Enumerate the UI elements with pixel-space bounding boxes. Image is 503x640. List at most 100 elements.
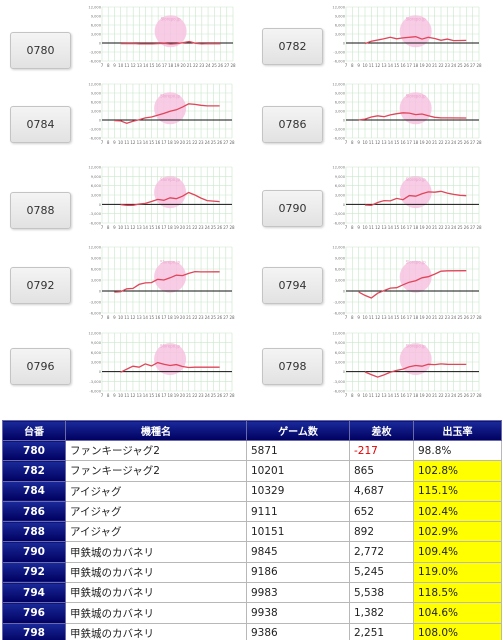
x-tick-label: 27 — [223, 315, 229, 320]
machine-number-button[interactable]: 0796 — [10, 348, 71, 385]
y-tick-label: 3,000 — [91, 279, 102, 283]
x-tick-label: 12 — [130, 393, 136, 398]
games-cell: 5871 — [246, 439, 350, 462]
machine-no-cell: 780 — [2, 439, 66, 462]
y-tick-label: 0 — [343, 290, 346, 294]
x-tick-label: 23 — [199, 393, 205, 398]
machine-number-button[interactable]: 0780 — [10, 32, 71, 69]
x-tick-label: 14 — [143, 225, 149, 230]
x-tick-label: 22 — [438, 315, 444, 320]
watermark-text: Slorepo.jp — [406, 177, 426, 182]
x-tick-label: 19 — [419, 63, 425, 68]
x-tick-label: 12 — [375, 315, 381, 320]
y-tick-label: 9,000 — [335, 341, 346, 345]
machine-number-button[interactable]: 0782 — [262, 28, 323, 65]
x-tick-label: 8 — [351, 393, 354, 398]
y-tick-label: 6,000 — [335, 268, 346, 272]
x-tick-label: 11 — [124, 63, 130, 68]
graph-svg: Slorepo.jp 12,000 9,000 6,000 3,000 0 -3,000 -6… — [88, 6, 236, 69]
x-tick-label: 20 — [180, 315, 186, 320]
difference-line — [114, 270, 220, 293]
machine-number-button[interactable]: 0786 — [262, 106, 323, 143]
y-tick-label: -3,000 — [89, 51, 101, 55]
y-tick-label: 3,000 — [91, 110, 102, 114]
machine-graph-cell: 0792 Slorepo.jp 12,000 9,000 6,000 3,000 0 -3,0… — [0, 242, 251, 322]
x-tick-label: 28 — [476, 393, 482, 398]
games-cell: 10201 — [246, 460, 350, 482]
x-tick-label: 15 — [394, 393, 400, 398]
difference-line — [114, 103, 220, 124]
x-tick-label: 15 — [149, 393, 155, 398]
difference-graph: Slorepo.jp 12,000 9,000 6,000 3,000 0 -3,000 -6… — [332, 82, 482, 148]
x-tick-label: 28 — [476, 225, 482, 230]
x-tick-label: 28 — [476, 315, 482, 320]
difference-line — [358, 270, 467, 299]
x-tick-label: 12 — [375, 225, 381, 230]
y-tick-label: 3,000 — [91, 194, 102, 198]
x-tick-label: 9 — [357, 225, 360, 230]
x-tick-label: 12 — [130, 225, 136, 230]
x-tick-label: 22 — [438, 63, 444, 68]
x-tick-label: 21 — [186, 315, 192, 320]
x-tick-label: 8 — [107, 63, 110, 68]
x-tick-label: 26 — [464, 63, 470, 68]
x-tick-label: 20 — [180, 225, 186, 230]
x-tick-label: 19 — [419, 315, 425, 320]
y-tick-label: 9,000 — [335, 92, 346, 96]
y-tick-label: 0 — [99, 290, 102, 294]
y-tick-label: -3,000 — [89, 380, 101, 384]
difference-graph: Slorepo.jp 12,000 9,000 6,000 3,000 0 -3,000 -6… — [88, 245, 235, 323]
x-tick-label: 14 — [388, 225, 394, 230]
machine-number-button[interactable]: 0794 — [262, 267, 323, 304]
x-tick-label: 8 — [351, 63, 354, 68]
x-tick-label: 27 — [223, 225, 229, 230]
x-tick-label: 25 — [211, 315, 217, 320]
x-tick-label: 7 — [101, 63, 104, 68]
x-tick-label: 16 — [155, 315, 161, 320]
machine-number-button[interactable]: 0792 — [10, 267, 71, 304]
watermark-text: Slorepo.jp — [160, 177, 180, 182]
x-tick-label: 28 — [230, 63, 236, 68]
x-tick-label: 11 — [124, 315, 130, 320]
machine-no-cell: 782 — [2, 460, 66, 482]
x-tick-label: 26 — [217, 225, 223, 230]
x-tick-label: 19 — [419, 140, 425, 145]
diff-cell: 5,538 — [349, 582, 414, 604]
machine-no-cell: 788 — [2, 521, 66, 543]
diff-cell: 5,245 — [349, 561, 414, 584]
x-tick-label: 23 — [199, 225, 205, 230]
x-tick-label: 19 — [174, 140, 180, 145]
x-tick-label: 16 — [400, 393, 406, 398]
x-tick-label: 21 — [432, 140, 438, 145]
y-tick-label: -6,000 — [89, 60, 101, 64]
x-tick-label: 23 — [445, 63, 451, 68]
machine-number-button[interactable]: 0784 — [10, 106, 71, 143]
machine-graph-cell: 0780 Slorepo.jp 12,000 9,000 6,000 3,000 0 -3,0… — [0, 0, 251, 80]
x-tick-label: 18 — [413, 393, 419, 398]
machine-number-button[interactable]: 0788 — [10, 192, 71, 229]
x-tick-label: 16 — [400, 315, 406, 320]
x-tick-label: 21 — [186, 140, 192, 145]
y-tick-label: 6,000 — [91, 351, 102, 355]
x-tick-label: 16 — [155, 393, 161, 398]
y-tick-label: 12,000 — [332, 246, 345, 250]
y-tick-label: 3,000 — [335, 194, 346, 198]
machine-graph-cell: 0786 Slorepo.jp 12,000 9,000 6,000 3,000 0 -3,0… — [252, 82, 503, 162]
y-tick-label: 6,000 — [335, 101, 346, 105]
x-tick-label: 17 — [161, 140, 167, 145]
x-tick-label: 8 — [351, 225, 354, 230]
y-tick-label: 9,000 — [91, 175, 102, 179]
x-tick-label: 15 — [149, 315, 155, 320]
model-name-cell: アイジャグ — [65, 521, 247, 543]
y-tick-label: 0 — [99, 119, 102, 123]
machine-number-button[interactable]: 0790 — [262, 190, 323, 227]
x-tick-label: 11 — [124, 140, 130, 145]
y-tick-label: -6,000 — [89, 390, 101, 394]
machine-number-button[interactable]: 0798 — [262, 348, 323, 385]
x-tick-label: 11 — [369, 140, 375, 145]
x-tick-label: 8 — [107, 140, 110, 145]
x-tick-label: 18 — [413, 140, 419, 145]
col-header-model: 機種名 — [65, 420, 247, 441]
model-name-cell: アイジャグ — [65, 500, 247, 523]
machine-graph-cell: 0782 Slorepo.jp 12,000 9,000 6,000 3,000 0 -3,0… — [252, 0, 503, 80]
